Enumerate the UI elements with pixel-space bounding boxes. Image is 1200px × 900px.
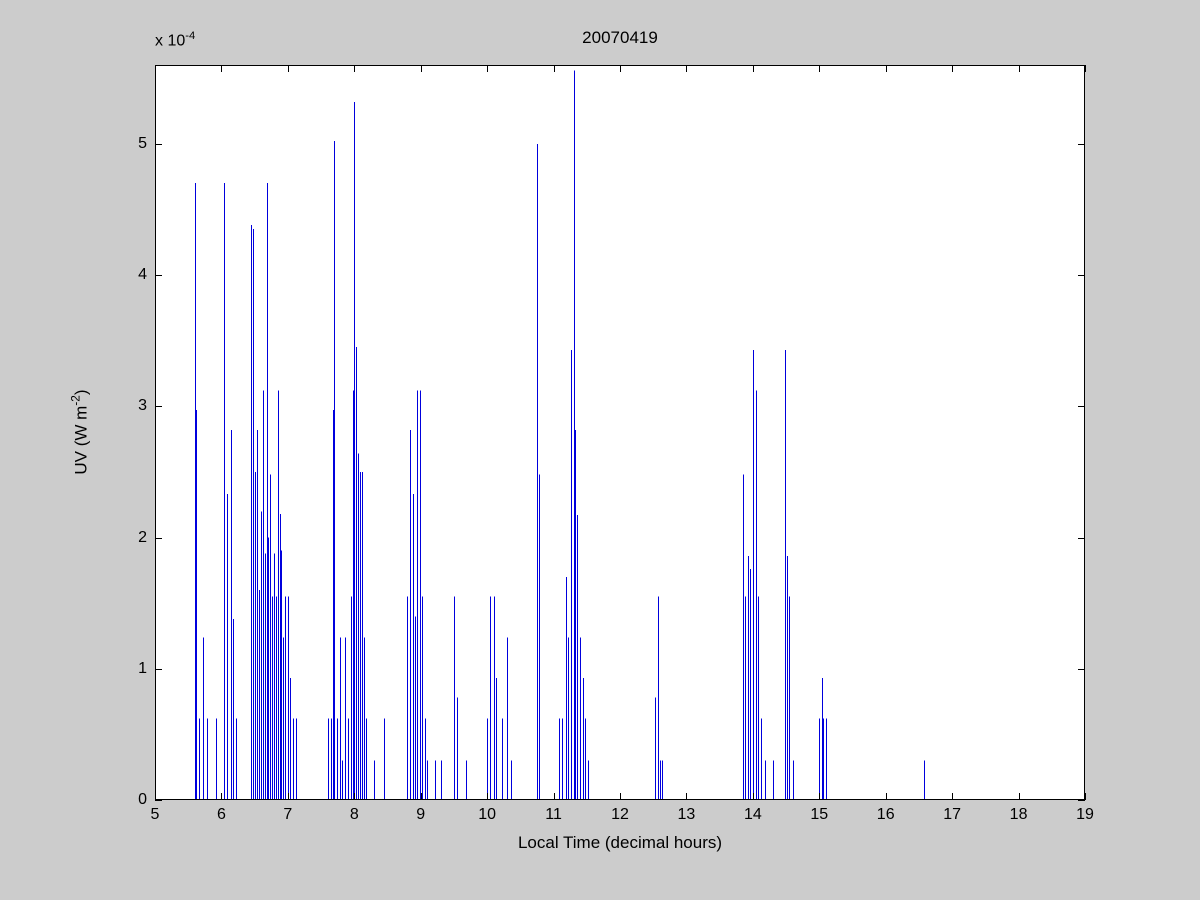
y-tick-label: 4 <box>138 266 147 283</box>
x-tick-label: 13 <box>677 806 696 823</box>
y-axis-label-sup: -2 <box>68 395 83 406</box>
y-axis-label-suffix: ) <box>71 389 91 396</box>
x-tick-label: 18 <box>1009 806 1028 823</box>
y-tick-label: 1 <box>138 659 147 677</box>
chart-title: 20070419 <box>582 28 658 47</box>
x-tick-label: 9 <box>416 806 426 823</box>
x-tick-label: 16 <box>876 806 895 823</box>
y-axis-label-prefix: UV (W m <box>71 405 91 475</box>
x-tick-label: 17 <box>943 806 962 823</box>
x-tick-label: 14 <box>743 806 762 823</box>
x-axis-label: Local Time (decimal hours) <box>517 833 723 852</box>
x-tick-label: 11 <box>545 806 562 823</box>
y-tick-label: 2 <box>138 528 147 546</box>
x-tick-label: 15 <box>810 806 829 823</box>
x-tick-label: 7 <box>283 806 293 823</box>
x-tick-label: 5 <box>150 806 160 823</box>
y-axis-label: UV (W m-2) <box>69 389 92 474</box>
y-axis-exponent-sup: -4 <box>185 30 196 42</box>
y-tick-label: 0 <box>138 791 147 808</box>
x-tick-label: 6 <box>216 806 226 823</box>
x-tick-label: 10 <box>478 806 497 823</box>
y-tick-label: 3 <box>138 397 147 415</box>
x-tick-label: 19 <box>1076 806 1094 823</box>
y-axis-exponent-base: x 10 <box>155 32 186 50</box>
axes-box <box>155 65 1085 800</box>
plot-area <box>155 65 1085 800</box>
x-tick-label: 12 <box>611 806 629 823</box>
y-axis-exponent-label: x 10-4 <box>155 30 195 50</box>
x-tick-label: 8 <box>349 806 359 823</box>
y-tick-label: 5 <box>138 134 147 152</box>
